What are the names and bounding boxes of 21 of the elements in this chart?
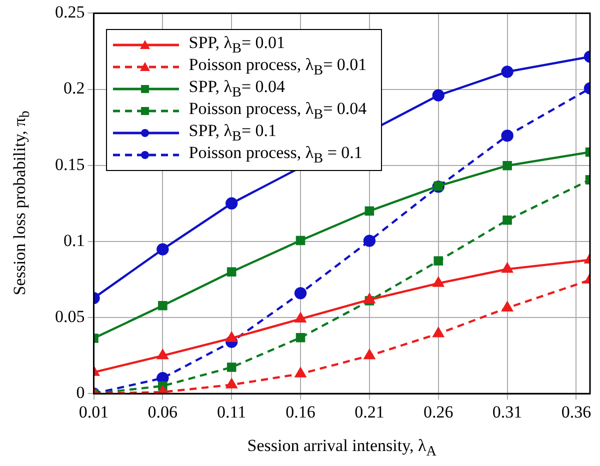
x-tick-label: 0.11 xyxy=(217,402,246,422)
x-tick-label: 0.01 xyxy=(78,402,109,422)
y-tick-label: 0.15 xyxy=(55,154,85,174)
y-tick-label: 0.25 xyxy=(55,2,85,22)
x-tick-label: 0.36 xyxy=(561,402,592,422)
legend-label: Poisson process, λ$_{B}$= 0.04 xyxy=(188,98,367,122)
y-tick-label: 0.05 xyxy=(55,306,85,326)
legend-label: SPP, λ$_{B}$= 0.1 xyxy=(188,120,277,144)
x-tick-label: 0.16 xyxy=(286,402,316,422)
legend-label: Poisson process, λ$_{B}$= 0.01 xyxy=(188,54,367,78)
legend-label: Poisson process, λ$_{B}$ = 0.1 xyxy=(188,142,362,168)
y-tick-label: 0.1 xyxy=(64,230,85,250)
x-tick-label: 0.21 xyxy=(354,402,384,422)
x-tick-label: 0.06 xyxy=(148,402,178,422)
x-tick-label: 0.31 xyxy=(492,402,522,422)
x-axis-title: Session arrival intensity, λ$_{A}$ xyxy=(246,436,438,460)
y-tick-label: 0 xyxy=(76,383,85,402)
x-tick-label: 0.26 xyxy=(423,402,454,422)
legend-label: SPP, λ$_{B}$= 0.01 xyxy=(188,32,286,56)
y-tick-label: 0.2 xyxy=(64,78,85,98)
legend-label: SPP, λ$_{B}$= 0.04 xyxy=(188,76,286,100)
